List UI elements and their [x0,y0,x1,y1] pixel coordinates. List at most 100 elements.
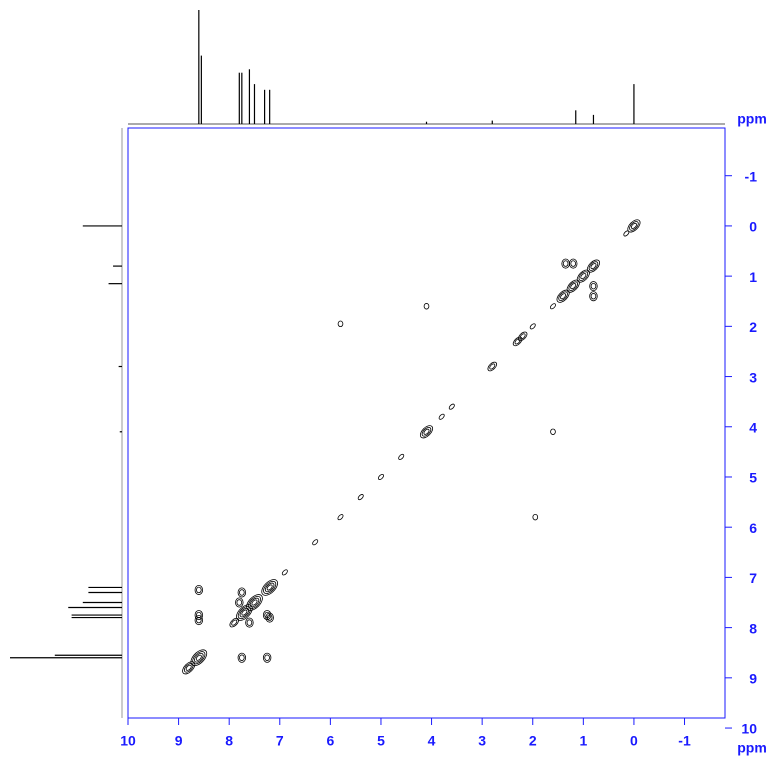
contour-line [398,453,405,460]
x-axis-label: ppm [737,740,767,756]
contour-line [241,609,248,616]
contour-peak [586,259,600,273]
y-tick-label: 2 [749,319,757,335]
contour-line [519,333,526,340]
x-tick-label: 8 [225,733,233,749]
contour-peak [237,652,247,663]
y-tick-label: 5 [749,470,757,486]
contour-line [190,649,208,667]
contour-line [239,654,245,661]
contour-line [487,361,498,372]
contour-line [185,664,192,671]
contour-line [580,273,587,280]
contour-peak [265,612,274,623]
x-tick-label: 10 [120,733,136,749]
contour-line [630,222,637,229]
contour-line [448,403,455,410]
contour-line [337,320,344,328]
y-axis-label: ppm [737,111,767,127]
contour-line [266,584,273,591]
contour-peak [190,649,208,667]
contour-line [549,303,556,310]
contour-line [556,289,570,303]
contour-peak [623,230,630,237]
contour-line [281,569,288,576]
contour-peak [576,269,590,283]
contour-line [251,599,258,606]
contour-line [337,514,344,521]
contour-peak [229,617,240,628]
y-tick-label: 1 [749,269,757,285]
contour-peak [262,652,272,663]
x-tick-label: 5 [377,733,385,749]
x-tick-label: 6 [326,733,334,749]
contour-line [590,282,597,290]
contour-peak [549,303,556,310]
contour-line [627,219,641,233]
contour-line [237,606,251,620]
contour-peak [235,597,244,608]
contour-peak [569,258,578,269]
contour-line [264,654,270,661]
contour-line [194,652,204,663]
contour-peak [261,579,278,596]
contour-line [562,260,569,267]
contour-line [237,587,247,598]
contour-line [514,338,521,345]
contour-peak [517,331,528,342]
y-tick-label: 9 [749,671,757,687]
contour-line [229,617,240,628]
contour-peak [398,453,405,460]
contour-peak [237,587,247,598]
contour-peak [337,514,344,521]
contour-line [312,539,319,546]
contour-line [550,428,556,435]
contour-peak [194,615,204,626]
contour-line [194,610,204,621]
contour-line [590,263,597,270]
contour-line [262,652,272,663]
x-tick-label: 1 [579,733,587,749]
contour-line [560,293,567,300]
contour-line [489,363,496,370]
contour-line [247,595,262,610]
contour-peak [550,428,556,435]
contour-peak [245,617,254,628]
contour-peak [529,323,536,330]
contour-line [423,428,430,435]
contour-line [423,303,430,310]
contour-peak [194,584,204,595]
contour-line [529,323,536,330]
y-tick-label: 0 [749,219,757,235]
contour-peak [589,281,598,292]
contour-line [264,582,275,593]
contour-line [589,291,598,302]
plot-frame [127,127,726,719]
contour-line [558,291,568,301]
contour-line [438,413,445,420]
contour-peak [281,569,288,576]
contour-peak [337,320,344,328]
contour-peak [312,539,319,546]
contour-line [263,580,277,594]
contour-peak [246,594,263,611]
contour-line [266,614,273,621]
y-tick-label: 8 [749,620,757,636]
contour-peak [566,279,580,293]
contour-line [517,331,528,342]
contour-line [261,579,278,596]
contour-line [532,513,539,521]
contour-line [246,619,253,626]
contour-line [236,599,243,606]
contour-line [236,604,253,621]
y-tick-label: -1 [745,168,758,184]
contour-line [194,615,204,626]
contour-line [590,293,597,300]
contour-line [183,663,194,673]
contour-line [570,283,577,290]
contour-line [570,260,577,267]
contour-line [576,269,590,283]
contour-peak [556,289,570,303]
y-tick-label: 6 [749,520,757,536]
x-tick-label: 0 [630,733,638,749]
